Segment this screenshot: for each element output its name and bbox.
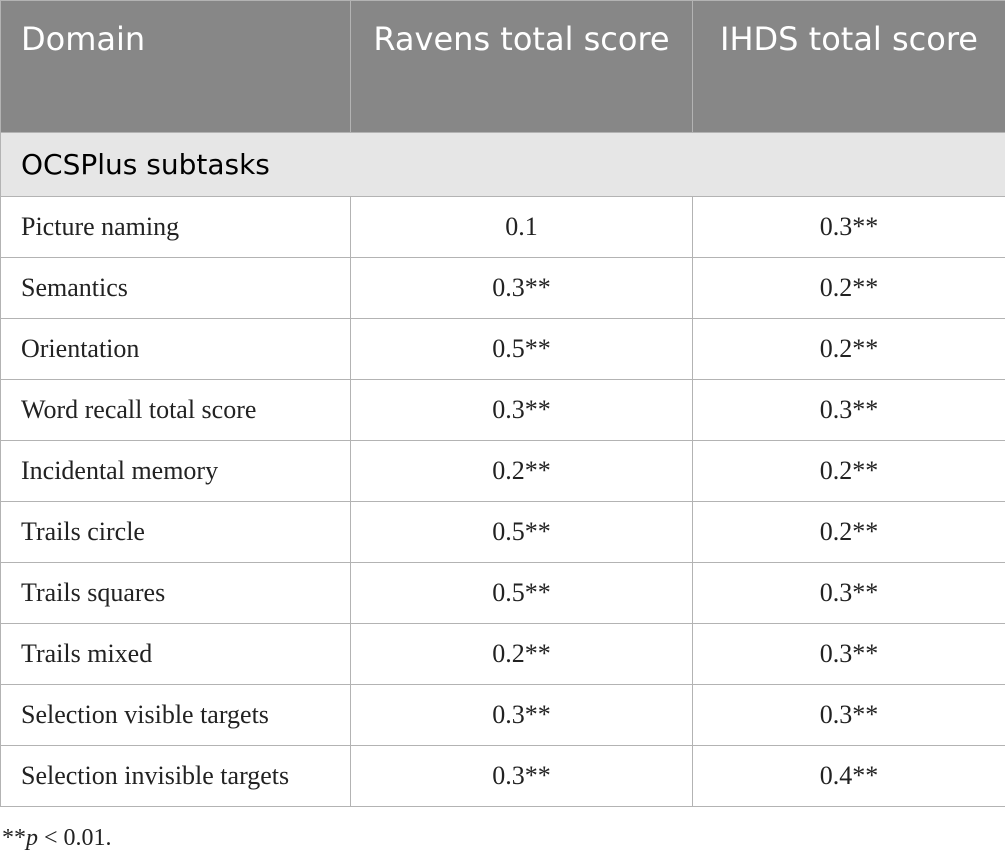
domain-cell: Trails squares — [0, 562, 351, 624]
score-cell: 0.3** — [350, 745, 693, 807]
score-cell: 0.4** — [692, 745, 1005, 807]
score-cell: 0.3** — [692, 684, 1005, 746]
section-row: OCSPlus subtasks — [0, 132, 1005, 197]
table-row: Incidental memory 0.2** 0.2** — [0, 440, 1005, 502]
domain-cell: Picture naming — [0, 196, 351, 258]
domain-cell: Trails circle — [0, 501, 351, 563]
domain-cell: Incidental memory — [0, 440, 351, 502]
domain-cell: Selection visible targets — [0, 684, 351, 746]
score-cell: 0.2** — [692, 501, 1005, 563]
table-row: Semantics 0.3** 0.2** — [0, 257, 1005, 319]
footnote-symbol: p — [26, 825, 38, 851]
score-cell: 0.1 — [350, 196, 693, 258]
section-cell: OCSPlus subtasks — [0, 132, 1005, 197]
table-row: Trails mixed 0.2** 0.3** — [0, 623, 1005, 685]
footnote-text: < 0.01. — [38, 825, 112, 851]
score-cell: 0.5** — [350, 318, 693, 380]
score-cell: 0.3** — [692, 623, 1005, 685]
score-cell: 0.5** — [350, 501, 693, 563]
score-cell: 0.3** — [692, 562, 1005, 624]
header-cell: Ravens total score — [350, 0, 693, 133]
domain-cell: Selection invisible targets — [0, 745, 351, 807]
table-row: Selection visible targets 0.3** 0.3** — [0, 684, 1005, 746]
footnote-stars: ** — [2, 825, 26, 851]
score-cell: 0.2** — [350, 623, 693, 685]
header-row: Domain Ravens total score IHDS total sco… — [0, 0, 1005, 133]
domain-cell: Orientation — [0, 318, 351, 380]
header-cell: IHDS total score — [692, 0, 1005, 133]
score-cell: 0.3** — [692, 196, 1005, 258]
score-cell: 0.3** — [350, 257, 693, 319]
table-row: Orientation 0.5** 0.2** — [0, 318, 1005, 380]
domain-cell: Semantics — [0, 257, 351, 319]
score-cell: 0.2** — [692, 440, 1005, 502]
header-cell: Domain — [0, 0, 351, 133]
table-row: Word recall total score 0.3** 0.3** — [0, 379, 1005, 441]
domain-cell: Trails mixed — [0, 623, 351, 685]
data-table: Domain Ravens total score IHDS total sco… — [0, 0, 1005, 807]
table-body: OCSPlus subtasks Picture naming 0.1 0.3** S… — [0, 132, 1005, 807]
score-cell: 0.2** — [692, 257, 1005, 319]
score-cell: 0.3** — [350, 684, 693, 746]
score-cell: 0.2** — [692, 318, 1005, 380]
score-cell: 0.3** — [692, 379, 1005, 441]
footnote: **p < 0.01. — [2, 825, 1005, 852]
domain-cell: Word recall total score — [0, 379, 351, 441]
score-cell: 0.3** — [350, 379, 693, 441]
table-row: Picture naming 0.1 0.3** — [0, 196, 1005, 258]
score-cell: 0.5** — [350, 562, 693, 624]
table-row: Selection invisible targets 0.3** 0.4** — [0, 745, 1005, 807]
score-cell: 0.2** — [350, 440, 693, 502]
table-row: Trails circle 0.5** 0.2** — [0, 501, 1005, 563]
table-row: Trails squares 0.5** 0.3** — [0, 562, 1005, 624]
